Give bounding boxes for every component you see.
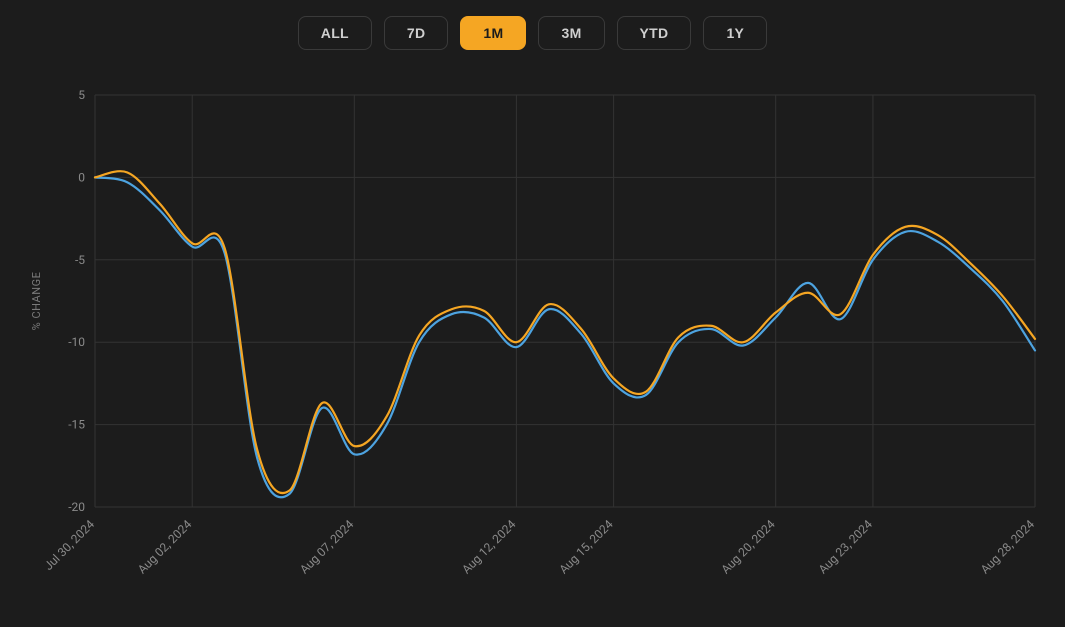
series-line-series-a [95,177,1035,497]
y-tick-label: -5 [75,253,85,267]
y-tick-label: 5 [78,88,85,102]
chart-container: ALL 7D 1M 3M YTD 1Y 5 0 -5 -10 -15 -20 Jul 30, 2024… [0,0,1065,627]
time-range-tab-ytd[interactable]: YTD [617,16,692,50]
line-chart-svg: 5 0 -5 -10 -15 -20 Jul 30, 2024 Aug 02, 2024 Aug… [0,70,1065,627]
x-tick-label: Aug 07, 2024 [297,517,357,577]
series-line-series-b [95,171,1035,493]
time-range-tab-7d[interactable]: 7D [384,16,449,50]
y-axis-label: % CHANGE [30,272,43,331]
x-tick-label: Aug 23, 2024 [816,517,876,577]
x-tick-label: Aug 02, 2024 [135,517,195,577]
y-tick-label: -20 [68,500,85,514]
x-tick-label: Aug 20, 2024 [718,517,778,577]
x-tick-label: Aug 12, 2024 [459,517,519,577]
x-tick-label: Jul 30, 2024 [41,517,97,573]
time-range-tabs: ALL 7D 1M 3M YTD 1Y [0,0,1065,50]
y-tick-label: -10 [68,335,85,349]
time-range-tab-1y[interactable]: 1Y [703,16,767,50]
y-tick-label: -15 [68,418,85,432]
x-tick-label: Aug 28, 2024 [978,517,1038,577]
time-range-tab-1m[interactable]: 1M [460,16,526,50]
x-tick-label: Aug 15, 2024 [556,517,616,577]
time-range-tab-3m[interactable]: 3M [538,16,604,50]
time-range-tab-all[interactable]: ALL [298,16,372,50]
y-tick-label: 0 [78,170,85,184]
chart-area: 5 0 -5 -10 -15 -20 Jul 30, 2024 Aug 02, 2024 Aug… [0,70,1065,627]
